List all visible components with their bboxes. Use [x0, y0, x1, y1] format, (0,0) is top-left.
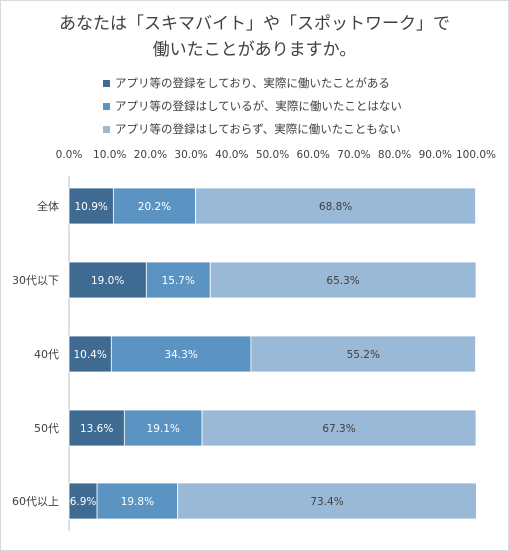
category-label: 60代以上 — [12, 495, 59, 508]
legend-swatch-registered-not-worked — [103, 102, 110, 110]
chart-title-line-2: 働いたことがありますか。 — [152, 40, 357, 60]
x-tick-label: 90.0% — [419, 149, 452, 161]
legend-swatch-not-registered — [103, 125, 110, 133]
data-label: 19.8% — [121, 496, 154, 508]
data-label: 6.9% — [70, 496, 97, 508]
chart-title-line-1: あなたは「スキマバイト」や「スポットワーク」で — [59, 14, 450, 34]
x-tick-label: 30.0% — [174, 149, 207, 161]
bar-segment — [177, 482, 477, 520]
data-label: 20.2% — [138, 201, 171, 213]
data-label: 15.7% — [162, 275, 195, 287]
data-label: 67.3% — [322, 423, 355, 435]
bar-segment — [209, 261, 477, 299]
data-label: 19.1% — [147, 423, 180, 435]
x-tick-label: 0.0% — [56, 149, 83, 161]
legend-item-worked: アプリ等の登録をしており、実際に働いたことがある — [103, 75, 390, 91]
data-label: 65.3% — [326, 275, 359, 287]
x-tick-label: 20.0% — [134, 149, 167, 161]
category-label: 全体 — [37, 199, 59, 213]
legend-label-worked: アプリ等の登録をしており、実際に働いたことがある — [115, 76, 390, 90]
data-label: 13.6% — [80, 423, 113, 435]
x-tick-label: 80.0% — [378, 149, 411, 161]
bar-segment — [68, 261, 147, 299]
bar-segment — [68, 409, 125, 447]
category-label: 50代 — [34, 422, 59, 435]
category-label: 40代 — [34, 348, 59, 361]
legend-item-registered-not-worked: アプリ等の登録はしているが、実際に働いたことはない — [103, 98, 402, 114]
bar-segment — [250, 335, 476, 373]
data-label: 68.8% — [319, 201, 352, 213]
x-tick-label: 70.0% — [337, 149, 370, 161]
category-label: 30代以下 — [12, 274, 59, 287]
legend-item-not-registered: アプリ等の登録はしておらず、実際に働いたこともない — [103, 121, 401, 137]
x-tick-label: 40.0% — [215, 149, 248, 161]
data-label: 10.9% — [75, 201, 108, 213]
bar-segment — [112, 187, 196, 225]
x-tick-label: 10.0% — [93, 149, 126, 161]
bar-segment — [145, 261, 211, 299]
legend-label-registered-not-worked: アプリ等の登録はしているが、実際に働いたことはない — [115, 99, 402, 113]
legend-swatch-worked — [103, 79, 110, 87]
x-tick-label: 100.0% — [456, 149, 496, 161]
data-label: 55.2% — [347, 349, 380, 361]
bar-segment — [123, 409, 203, 447]
x-tick-label: 60.0% — [297, 149, 330, 161]
legend-label-not-registered: アプリ等の登録はしておらず、実際に働いたこともない — [115, 122, 401, 136]
data-label: 73.4% — [310, 496, 343, 508]
bar-segment — [110, 335, 252, 373]
bar-segment — [195, 187, 476, 225]
data-label: 10.4% — [73, 349, 106, 361]
data-label: 19.0% — [91, 275, 124, 287]
data-label: 34.3% — [164, 349, 197, 361]
bar-segment — [68, 335, 112, 373]
x-tick-label: 50.0% — [256, 149, 289, 161]
bar-segment — [201, 409, 477, 447]
